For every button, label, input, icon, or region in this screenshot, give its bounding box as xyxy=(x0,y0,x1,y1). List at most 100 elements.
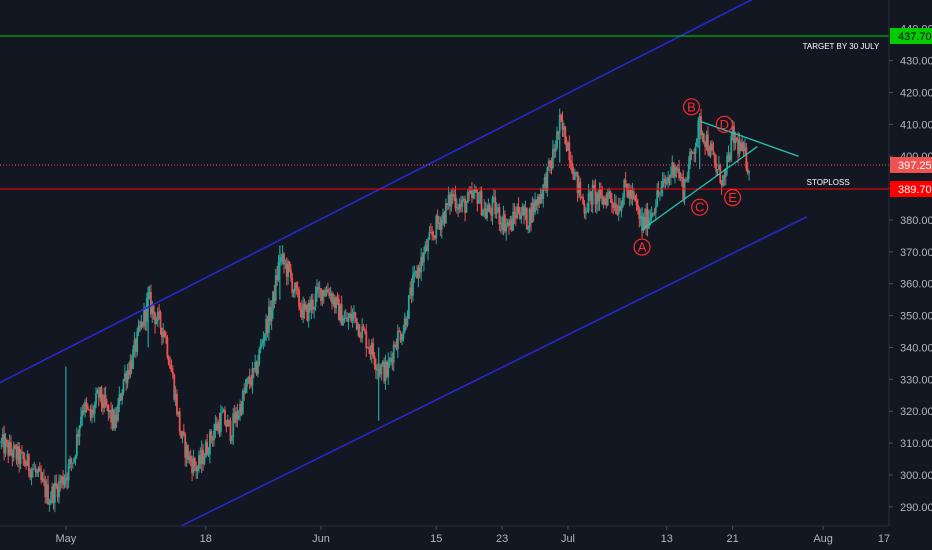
candle-body xyxy=(514,215,517,219)
candle-body xyxy=(469,190,472,194)
candle-body xyxy=(36,472,38,474)
candle-body xyxy=(163,331,166,337)
candle-body xyxy=(191,461,193,473)
candle-body xyxy=(712,150,715,155)
candle-body xyxy=(12,445,15,458)
candle-body xyxy=(486,211,488,219)
candle-body xyxy=(22,452,25,460)
candle-body xyxy=(461,199,464,207)
candle-body xyxy=(263,334,266,341)
candle-body xyxy=(318,288,321,290)
candle-body xyxy=(108,410,111,413)
candle-body xyxy=(115,414,118,421)
wave-marker-circle-e xyxy=(724,189,742,207)
candle-body xyxy=(58,481,60,498)
candle-body xyxy=(521,206,524,216)
candle-body xyxy=(406,318,409,326)
candle-body xyxy=(213,430,215,441)
candle-body xyxy=(51,486,54,500)
candle-body xyxy=(38,468,41,472)
candle-body xyxy=(484,208,487,219)
candle-body xyxy=(572,172,575,180)
candle-body xyxy=(285,263,288,277)
candle-body xyxy=(741,142,744,152)
candle-body xyxy=(646,208,649,229)
candle-body xyxy=(66,477,69,481)
candle-body xyxy=(676,168,679,171)
time-tick-label: Jul xyxy=(561,533,575,545)
candle-body xyxy=(584,212,587,214)
candle-body xyxy=(110,410,113,423)
candle-body xyxy=(413,272,416,276)
candle-body xyxy=(621,197,624,207)
candle-body xyxy=(123,373,126,380)
candle-body xyxy=(462,198,465,200)
candle-body xyxy=(281,253,284,258)
candle-body xyxy=(645,208,648,229)
candle-body xyxy=(468,192,471,194)
candle-body xyxy=(549,160,552,165)
price-tick-label: 320.00 xyxy=(900,406,932,418)
candle-body xyxy=(107,404,110,413)
candle-body xyxy=(332,297,335,304)
candle-body xyxy=(75,434,78,456)
candle-body xyxy=(337,299,340,321)
candle-body xyxy=(516,206,519,219)
candle-body xyxy=(139,325,141,328)
candle-body xyxy=(535,199,538,206)
candle-body xyxy=(343,317,346,322)
candle-body xyxy=(587,193,590,212)
price-tick-label: 350.00 xyxy=(900,311,932,323)
candle-body xyxy=(590,191,593,205)
last-price-price-tag-label: 397.25 xyxy=(898,160,932,172)
price-tick-label: 300.00 xyxy=(900,470,932,482)
candle-body xyxy=(16,446,19,460)
candle-body xyxy=(450,193,453,207)
candle-body xyxy=(229,420,232,441)
candle-body xyxy=(385,362,388,377)
candle-body xyxy=(455,207,458,209)
candle-body xyxy=(219,413,222,433)
candle-body xyxy=(565,144,568,151)
candle-body xyxy=(292,291,295,293)
candle-body xyxy=(150,292,152,315)
candle-body xyxy=(610,198,613,204)
candle-body xyxy=(326,289,329,293)
time-axis[interactable]: May 18 Jun 15 23 Jul 13 21 Aug 17 xyxy=(55,526,932,545)
candle-body xyxy=(316,287,318,294)
candle-body xyxy=(77,434,80,437)
candle-body xyxy=(652,212,654,214)
candle-body xyxy=(704,142,707,147)
candle-body xyxy=(620,206,623,211)
candle-body xyxy=(458,203,461,210)
candle-body xyxy=(103,394,106,408)
candle-body xyxy=(209,431,211,455)
candle-body xyxy=(702,133,705,143)
candle-body xyxy=(346,317,348,322)
candle-body xyxy=(517,206,520,213)
candle-body xyxy=(617,205,620,215)
candle-body xyxy=(491,198,494,216)
candle-body xyxy=(215,423,218,431)
candle-body xyxy=(291,277,294,293)
candle-body xyxy=(307,302,310,321)
candle-body xyxy=(18,446,21,465)
candle-body xyxy=(694,146,697,154)
candle-body xyxy=(379,369,381,375)
candle-body xyxy=(310,299,313,311)
candle-body xyxy=(26,454,29,466)
candle-body xyxy=(199,455,202,464)
candle-body xyxy=(71,462,74,464)
candle-body xyxy=(453,194,456,197)
time-tick-label: 18 xyxy=(200,533,212,545)
candle-body xyxy=(226,419,229,427)
candle-body xyxy=(606,193,609,206)
candle-body xyxy=(230,436,233,441)
candle-body xyxy=(104,394,107,405)
stoploss-price-tag xyxy=(890,181,932,198)
candle-body xyxy=(472,193,475,198)
candle-body xyxy=(531,202,534,223)
candle-body xyxy=(398,331,401,333)
